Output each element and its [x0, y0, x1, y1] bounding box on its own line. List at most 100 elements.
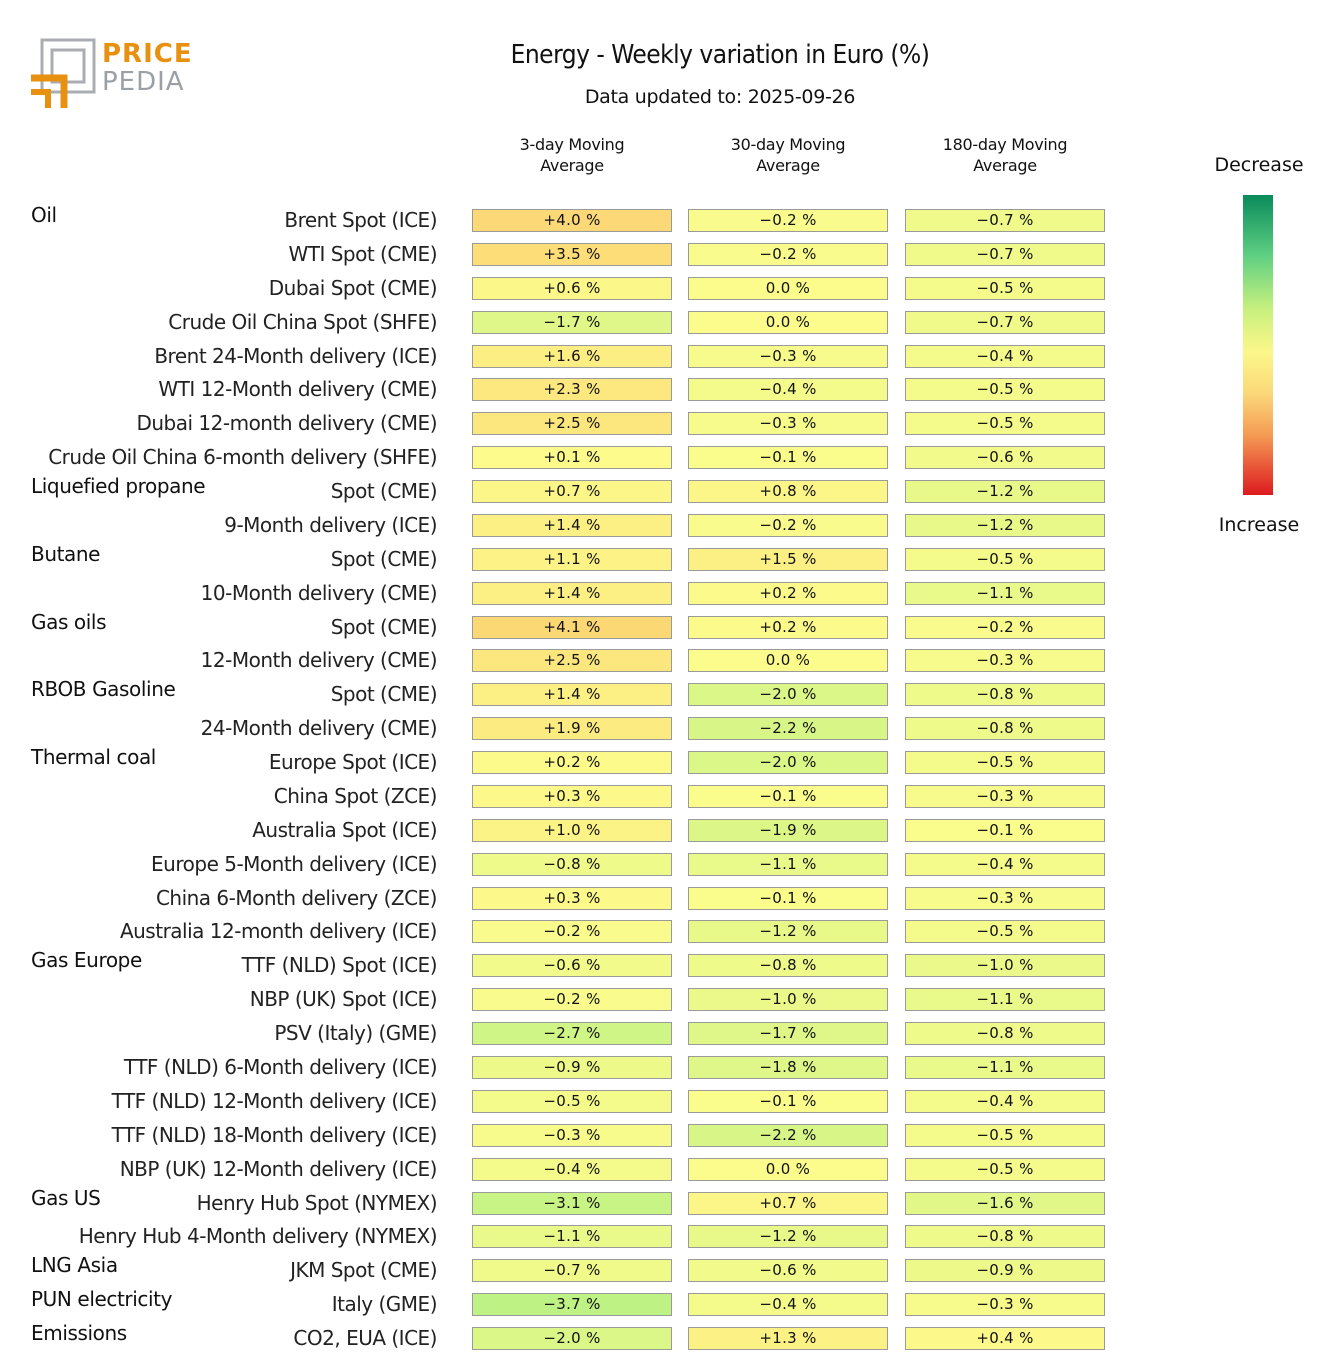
heatmap-cell: +1.5 % [688, 547, 888, 571]
color-scale-legend [1243, 195, 1273, 495]
heatmap-cell: −2.0 % [472, 1327, 672, 1351]
logo-word-price: PRICE [102, 39, 193, 69]
row-label: Spot (CME) [330, 614, 438, 639]
heatmap-cell: −1.8 % [688, 1056, 888, 1079]
row-label: WTI 12-Month delivery (CME) [158, 377, 437, 402]
heatmap-cell: −0.5 % [905, 378, 1105, 402]
heatmap-cell: −0.1 % [688, 886, 888, 910]
row-label: Australia 12-month delivery (ICE) [119, 919, 438, 944]
row-label: Australia Spot (ICE) [252, 817, 437, 842]
heatmap-cell: +2.5 % [472, 649, 672, 673]
heatmap-cell: +1.4 % [472, 513, 672, 537]
heatmap-cell: −1.6 % [905, 1191, 1105, 1215]
row-label: 9-Month delivery (ICE) [224, 512, 437, 537]
row-label: NBP (UK) 12-Month delivery (ICE) [119, 1156, 438, 1181]
heatmap-cell: 0.0 % [688, 649, 888, 673]
heatmap-cell: −0.3 % [905, 1293, 1105, 1317]
heatmap-cell: −0.5 % [905, 276, 1105, 300]
row-label: TTF (NLD) 6-Month delivery (ICE) [123, 1055, 438, 1079]
heatmap-cell: −0.4 % [688, 378, 888, 402]
heatmap-cell: −0.9 % [905, 1259, 1105, 1283]
row-label: Europe Spot (ICE) [268, 750, 438, 775]
row-label: TTF (NLD) Spot (ICE) [241, 953, 438, 978]
group-label: Oil [31, 203, 57, 227]
group-label: Thermal coal [31, 745, 156, 770]
heatmap-cell: −0.4 % [688, 1293, 888, 1317]
heatmap-cell: −1.9 % [688, 818, 888, 842]
heatmap-cell: −2.0 % [688, 751, 888, 775]
heatmap-cell: −0.8 % [688, 954, 888, 978]
heatmap-cell: −0.7 % [905, 242, 1105, 266]
heatmap-cell: −0.5 % [905, 547, 1105, 571]
heatmap-cell: −0.8 % [905, 717, 1105, 741]
row-label: PSV (Italy) (GME) [274, 1021, 437, 1046]
heatmap-cell: −0.2 % [688, 209, 888, 232]
column-header-line: 30-day Moving [730, 135, 846, 154]
heatmap-cell: −1.2 % [905, 480, 1105, 504]
heatmap-cell: −2.2 % [688, 1123, 888, 1147]
group-label: LNG Asia [31, 1253, 118, 1278]
row-label: 10-Month delivery (CME) [200, 580, 438, 605]
column-header: 30-day Moving Average [686, 134, 890, 176]
heatmap-cell: −0.2 % [472, 920, 672, 944]
heatmap-cell: +3.5 % [472, 242, 672, 266]
heatmap-cell: −1.0 % [905, 954, 1105, 978]
heatmap-cell: −0.9 % [472, 1056, 672, 1079]
row-label: 12-Month delivery (CME) [200, 648, 438, 673]
heatmap-cell: −0.6 % [472, 954, 672, 978]
heatmap-cell: −0.5 % [905, 412, 1105, 436]
pricepedia-logo: PRICE PEDIA [30, 38, 193, 110]
heatmap-cell: −1.1 % [472, 1225, 672, 1249]
chart-title: Energy - Weekly variation in Euro (%) [510, 40, 930, 70]
row-label: Henry Hub Spot (NYMEX) [196, 1190, 438, 1215]
heatmap-cell: −1.7 % [472, 310, 672, 334]
heatmap-cell: +0.2 % [688, 581, 888, 605]
heatmap-cell: +0.2 % [688, 615, 888, 639]
heatmap-cell: +4.0 % [472, 209, 672, 232]
row-label: 24-Month delivery (CME) [200, 716, 438, 741]
heatmap-cell: +0.7 % [688, 1191, 888, 1215]
heatmap-cell: +0.4 % [905, 1327, 1105, 1351]
heatmap-cell: −0.7 % [905, 209, 1105, 232]
heatmap-cell: −1.2 % [905, 513, 1105, 537]
logo-mark-icon [31, 38, 96, 108]
row-label: Dubai 12-month delivery (CME) [136, 411, 437, 436]
heatmap-cell: +0.3 % [472, 784, 672, 808]
group-label: PUN electricity [31, 1287, 173, 1312]
heatmap-cell: −0.5 % [905, 1157, 1105, 1181]
row-label: CO2, EUA (ICE) [293, 1326, 437, 1351]
heatmap-cell: 0.0 % [688, 310, 888, 334]
row-label: Brent Spot (ICE) [284, 208, 437, 232]
legend-increase-label: Increase [1218, 514, 1300, 536]
row-label: TTF (NLD) 12-Month delivery (ICE) [111, 1088, 438, 1113]
heatmap-cell: −0.5 % [905, 920, 1105, 944]
heatmap-cell: +0.2 % [472, 751, 672, 775]
heatmap-cell: −2.2 % [688, 717, 888, 741]
heatmap-cell: −2.7 % [472, 1022, 672, 1046]
column-header-line: Average [540, 156, 604, 175]
heatmap-cell: −1.1 % [905, 581, 1105, 605]
heatmap-cell: +1.6 % [472, 344, 672, 368]
column-header-line: Average [973, 156, 1037, 175]
heatmap-cell: −2.0 % [688, 683, 888, 707]
heatmap-cell: −0.3 % [688, 344, 888, 368]
row-label: NBP (UK) Spot (ICE) [249, 987, 438, 1012]
heatmap-cell: +0.6 % [472, 276, 672, 300]
row-label: Europe 5-Month delivery (ICE) [151, 851, 437, 876]
heatmap-cell: −0.8 % [905, 1225, 1105, 1249]
heatmap-cell: +1.4 % [472, 581, 672, 605]
heatmap-cell: +4.1 % [472, 615, 672, 639]
heatmap-cell: −0.4 % [472, 1157, 672, 1181]
heatmap-cell: +0.8 % [688, 480, 888, 504]
heatmap-cell: 0.0 % [688, 276, 888, 300]
heatmap-cell: −0.4 % [905, 852, 1105, 876]
heatmap-cell: +1.4 % [472, 683, 672, 707]
group-label: Emissions [31, 1321, 127, 1346]
heatmap-cell: +2.3 % [472, 378, 672, 402]
heatmap-cell: −0.8 % [905, 683, 1105, 707]
heatmap-cell: −3.1 % [472, 1191, 672, 1215]
heatmap-cell: −0.5 % [472, 1089, 672, 1113]
column-header: 180-day Moving Average [903, 134, 1107, 176]
heatmap-cell: −1.2 % [688, 1225, 888, 1249]
heatmap-cell: −0.5 % [905, 1123, 1105, 1147]
